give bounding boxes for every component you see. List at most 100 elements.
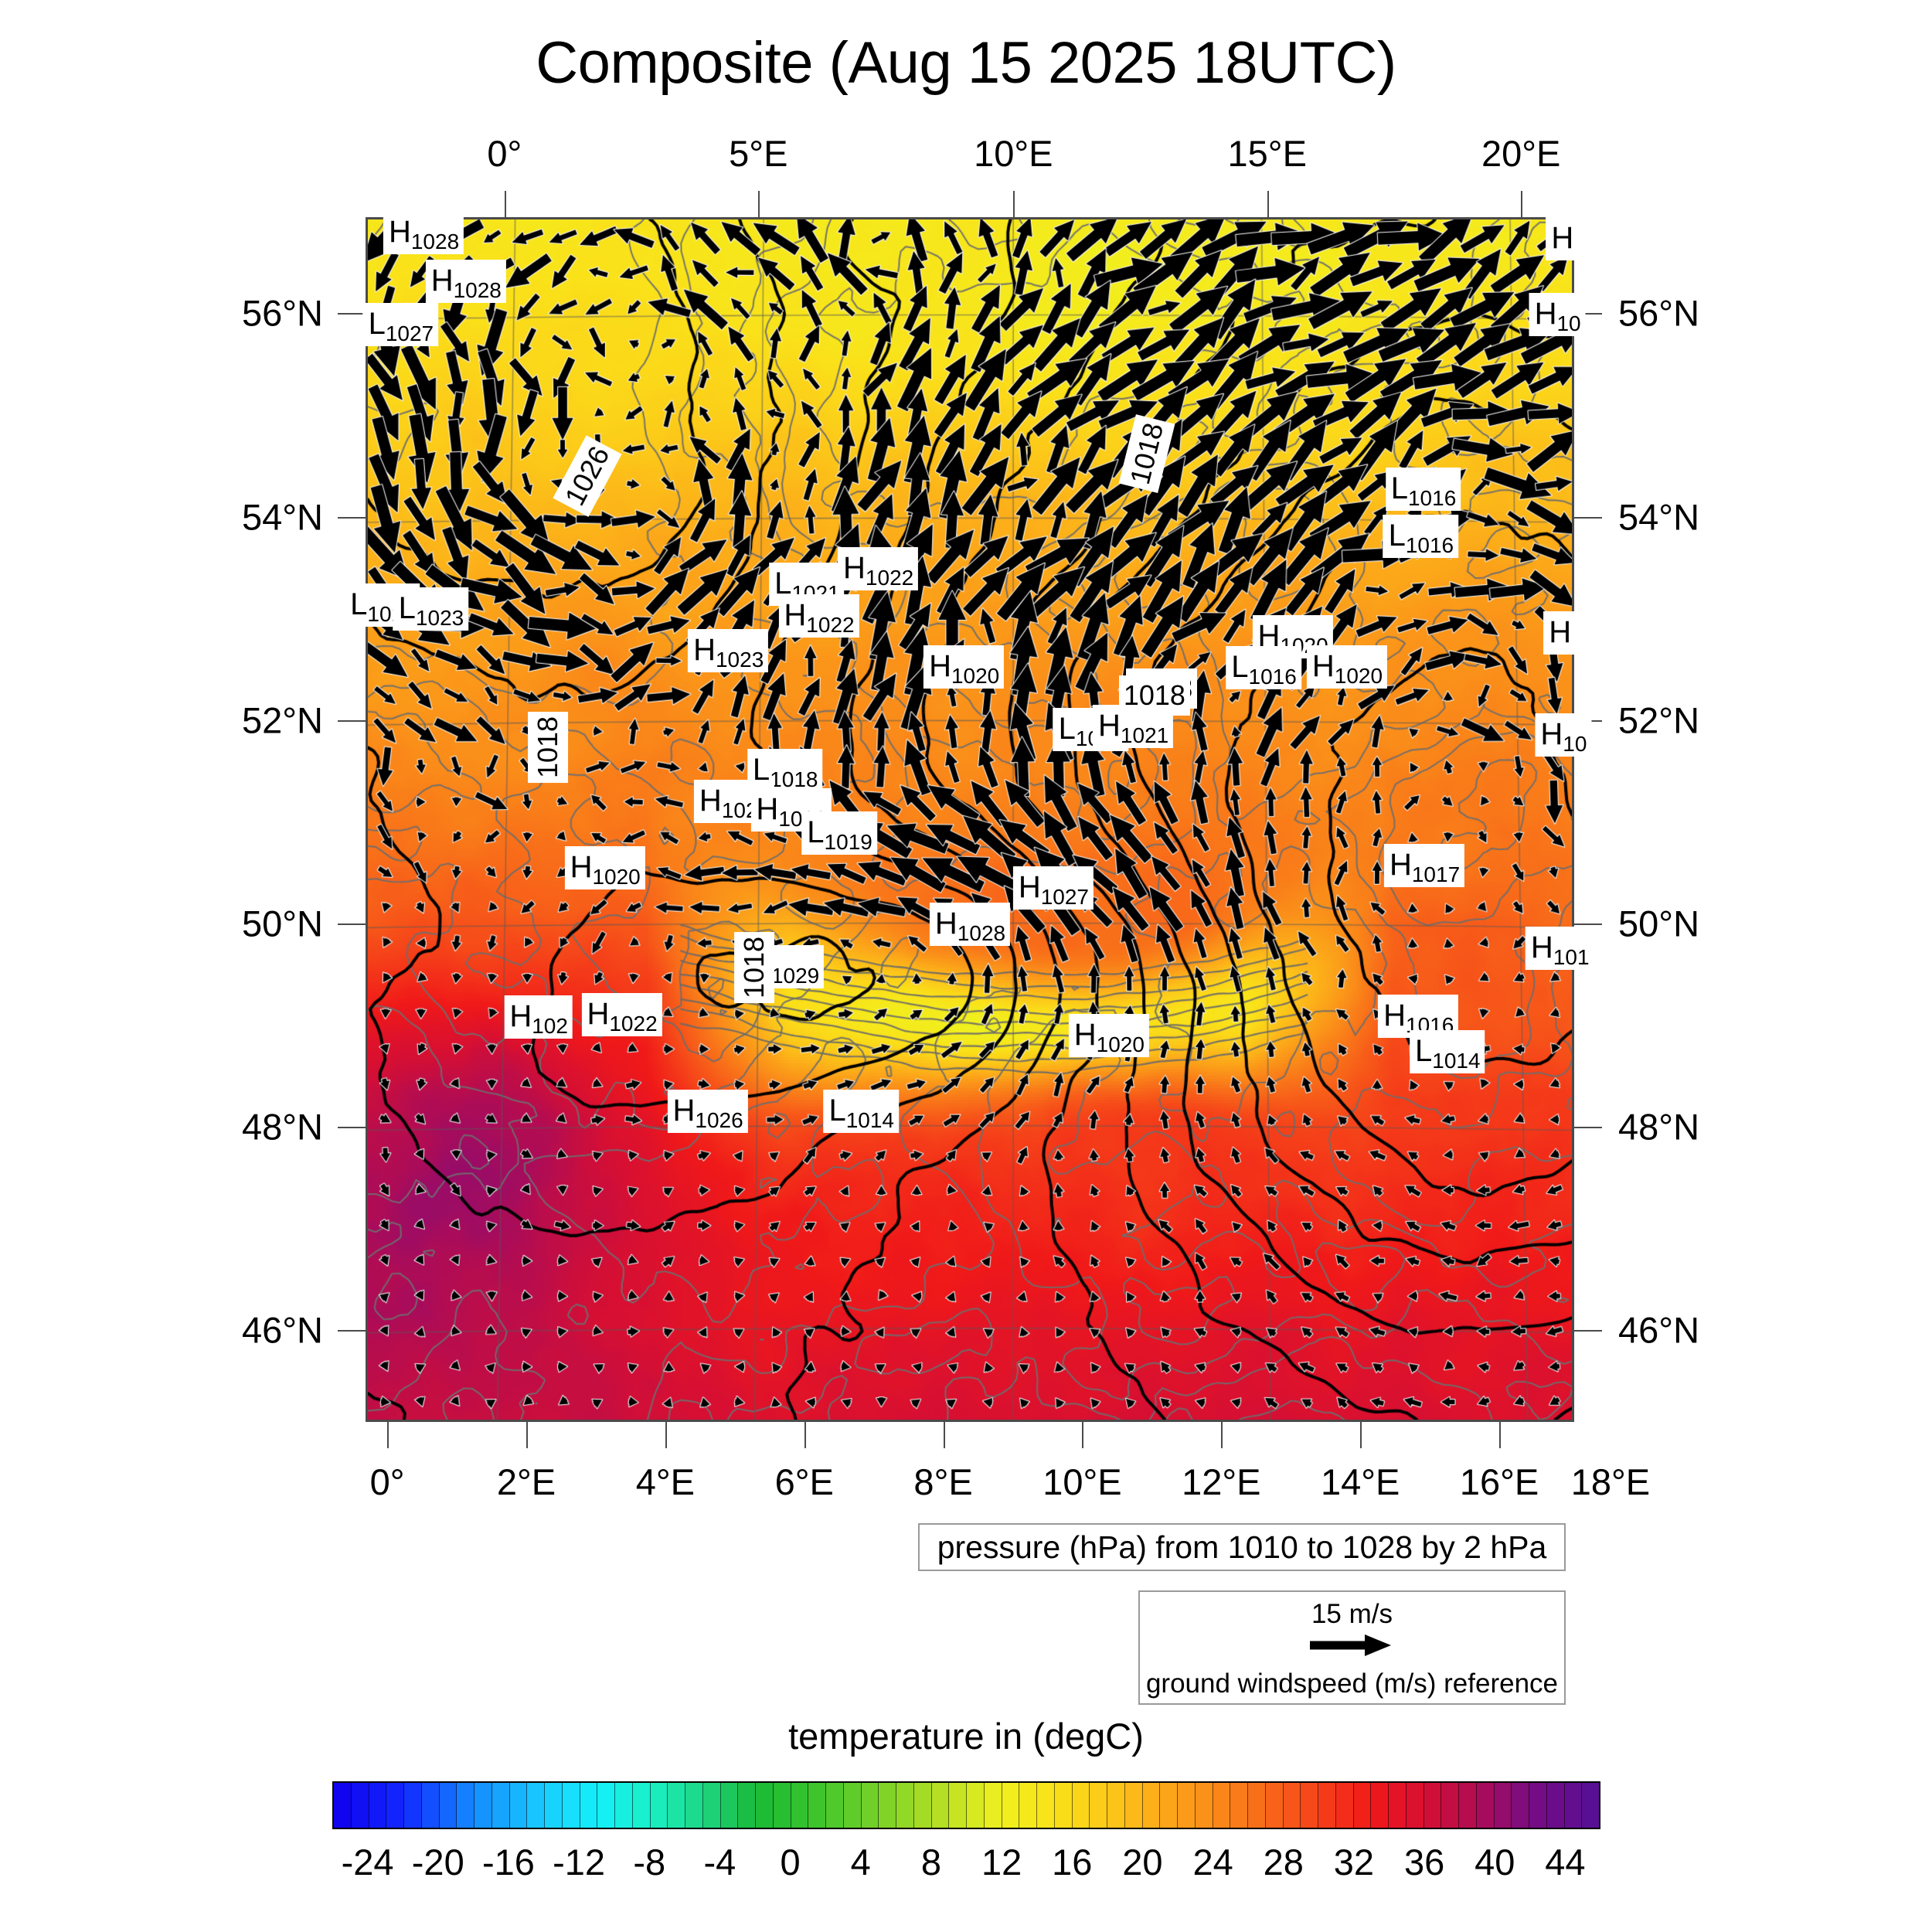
axis-tick-right	[1574, 516, 1602, 519]
map-plot-area[interactable]	[366, 217, 1574, 1422]
pressure-extremum-type: H	[1530, 930, 1553, 965]
colorbar-cell	[615, 1783, 633, 1828]
axis-label-top: 5°E	[729, 133, 788, 174]
colorbar-cell	[1054, 1783, 1073, 1828]
axis-label-bottom: 8°E	[913, 1461, 973, 1502]
colorbar-tick-label: 8	[920, 1842, 941, 1883]
pressure-extremum-value: 10	[1556, 311, 1581, 336]
axis-tick-bottom	[526, 1422, 528, 1448]
colorbar-tick-label: -20	[411, 1842, 464, 1883]
axis-label-top: 0°	[487, 133, 522, 174]
colorbar-cell	[879, 1783, 896, 1828]
axis-label-bottom: 18°E	[1570, 1461, 1651, 1502]
colorbar-tick-label: 44	[1545, 1842, 1586, 1883]
colorbar-tick-label: -8	[633, 1842, 666, 1883]
pressure-extremum-value: 1021	[1120, 723, 1169, 748]
colorbar-cell	[509, 1783, 528, 1828]
axis-tick-left	[338, 923, 366, 926]
axis-label-bottom: 4°E	[635, 1461, 696, 1502]
colorbar-cell	[351, 1783, 369, 1828]
colorbar-tick-label: 32	[1333, 1842, 1375, 1883]
axis-label-top: 15°E	[1227, 133, 1307, 174]
pressure-extremum-label: H1017	[1383, 843, 1465, 887]
colorbar-cell	[1160, 1783, 1178, 1828]
isobar-value-label: 1018	[527, 711, 568, 783]
pressure-extremum-type: H	[587, 997, 610, 1032]
colorbar-tick-label: 24	[1192, 1842, 1233, 1883]
pressure-extremum-label: L1016	[1226, 646, 1301, 690]
pressure-extremum-type: L	[1390, 471, 1408, 506]
pressure-extremum-label: H1020	[923, 645, 1005, 689]
colorbar-cell	[826, 1783, 844, 1828]
colorbar-cell	[756, 1783, 774, 1828]
colorbar-cell	[1090, 1783, 1107, 1828]
pressure-extremum-type: H	[843, 551, 866, 586]
colorbar-cell	[685, 1783, 703, 1828]
axis-tick-bottom	[387, 1422, 389, 1448]
colorbar-cell	[861, 1783, 879, 1828]
pressure-extremum-label: H	[1546, 217, 1579, 261]
axis-label-left: 46°N	[241, 1309, 323, 1351]
pressure-extremum-type: H	[756, 792, 779, 827]
colorbar-cell	[1389, 1783, 1406, 1828]
pressure-extremum-value: 1029	[770, 963, 820, 988]
axis-tick-bottom	[1360, 1422, 1362, 1448]
colorbar-cell	[949, 1783, 967, 1828]
axis-label-top: 20°E	[1481, 133, 1561, 174]
pressure-extremum-value: 1027	[1040, 885, 1089, 910]
colorbar-cell	[1406, 1783, 1424, 1828]
axis-tick-top	[504, 191, 506, 217]
pressure-extremum-label: H10	[1535, 713, 1592, 757]
temperature-colorbar[interactable]	[332, 1781, 1600, 1829]
colorbar-cell	[896, 1783, 914, 1828]
pressure-extremum-value: 1016	[1407, 486, 1457, 511]
pressure-extremum-value: 1016	[1248, 665, 1297, 689]
pressure-extremum-type: H	[1551, 221, 1574, 256]
pressure-extremum-value: 1022	[609, 1012, 658, 1036]
pressure-extremum-value: 1020	[1096, 1032, 1145, 1056]
colorbar-tick-label: -16	[481, 1842, 535, 1883]
colorbar-title: temperature in (degC)	[788, 1716, 1144, 1757]
axis-tick-left	[338, 719, 366, 722]
axis-label-right: 50°N	[1618, 903, 1700, 944]
pressure-extremum-type: H	[934, 906, 957, 941]
wind-reference-legend: 15 m/s ground windspeed (m/s) reference	[1138, 1590, 1566, 1705]
pressure-extremum-value: 1028	[410, 230, 460, 254]
colorbar-tick-label: 16	[1052, 1842, 1093, 1883]
pressure-extremum-type: H	[1257, 618, 1281, 653]
pressure-extremum-value: 101	[1553, 945, 1590, 970]
colorbar-cell	[1582, 1783, 1599, 1828]
axis-tick-bottom	[665, 1422, 667, 1448]
colorbar-cell	[1353, 1783, 1372, 1828]
pressure-extremum-type: H	[1389, 847, 1412, 882]
colorbar-cell	[1564, 1783, 1583, 1828]
colorbar-cell	[1019, 1783, 1037, 1828]
axis-label-right: 54°N	[1618, 496, 1700, 538]
colorbar-tick-label: -4	[703, 1842, 736, 1883]
pressure-extremum-type: H	[1018, 870, 1041, 905]
pressure-extremum-label: H1026	[667, 1089, 748, 1133]
pressure-extremum-label: H1020	[1068, 1013, 1149, 1057]
wind-reference-speed: 15 m/s	[1311, 1599, 1393, 1629]
pressure-extremum-value: 1020	[592, 864, 641, 889]
colorbar-cell	[1301, 1783, 1318, 1828]
axis-label-bottom: 10°E	[1043, 1461, 1122, 1502]
colorbar-cell	[720, 1783, 739, 1828]
pressure-extremum-label: L1019	[801, 811, 877, 855]
axis-tick-left	[338, 1127, 366, 1129]
axis-tick-bottom	[1082, 1422, 1084, 1448]
axis-tick-top	[1267, 191, 1269, 217]
colorbar-cell	[984, 1783, 1002, 1828]
colorbar-tick-label: 12	[981, 1842, 1022, 1883]
axis-tick-bottom	[1499, 1422, 1502, 1448]
pressure-legend-text: pressure (hPa) from 1010 to 1028 by 2 hP…	[937, 1529, 1547, 1565]
axis-label-bottom: 0°	[369, 1461, 405, 1502]
pressure-extremum-label: L1014	[823, 1089, 900, 1133]
pressure-extremum-label: H102	[504, 995, 573, 1039]
pressure-extremum-value: 1014	[1432, 1049, 1481, 1073]
colorbar-tick-labels: -24 -20 -16 -12 -8 -4 0 4 8 12 16 20 24 28 32 36 40 44	[332, 1841, 1600, 1887]
axis-label-bottom: 6°E	[774, 1461, 834, 1502]
colorbar-tick-label: 0	[780, 1842, 801, 1883]
pressure-extremum-label: L1016	[1383, 515, 1459, 559]
